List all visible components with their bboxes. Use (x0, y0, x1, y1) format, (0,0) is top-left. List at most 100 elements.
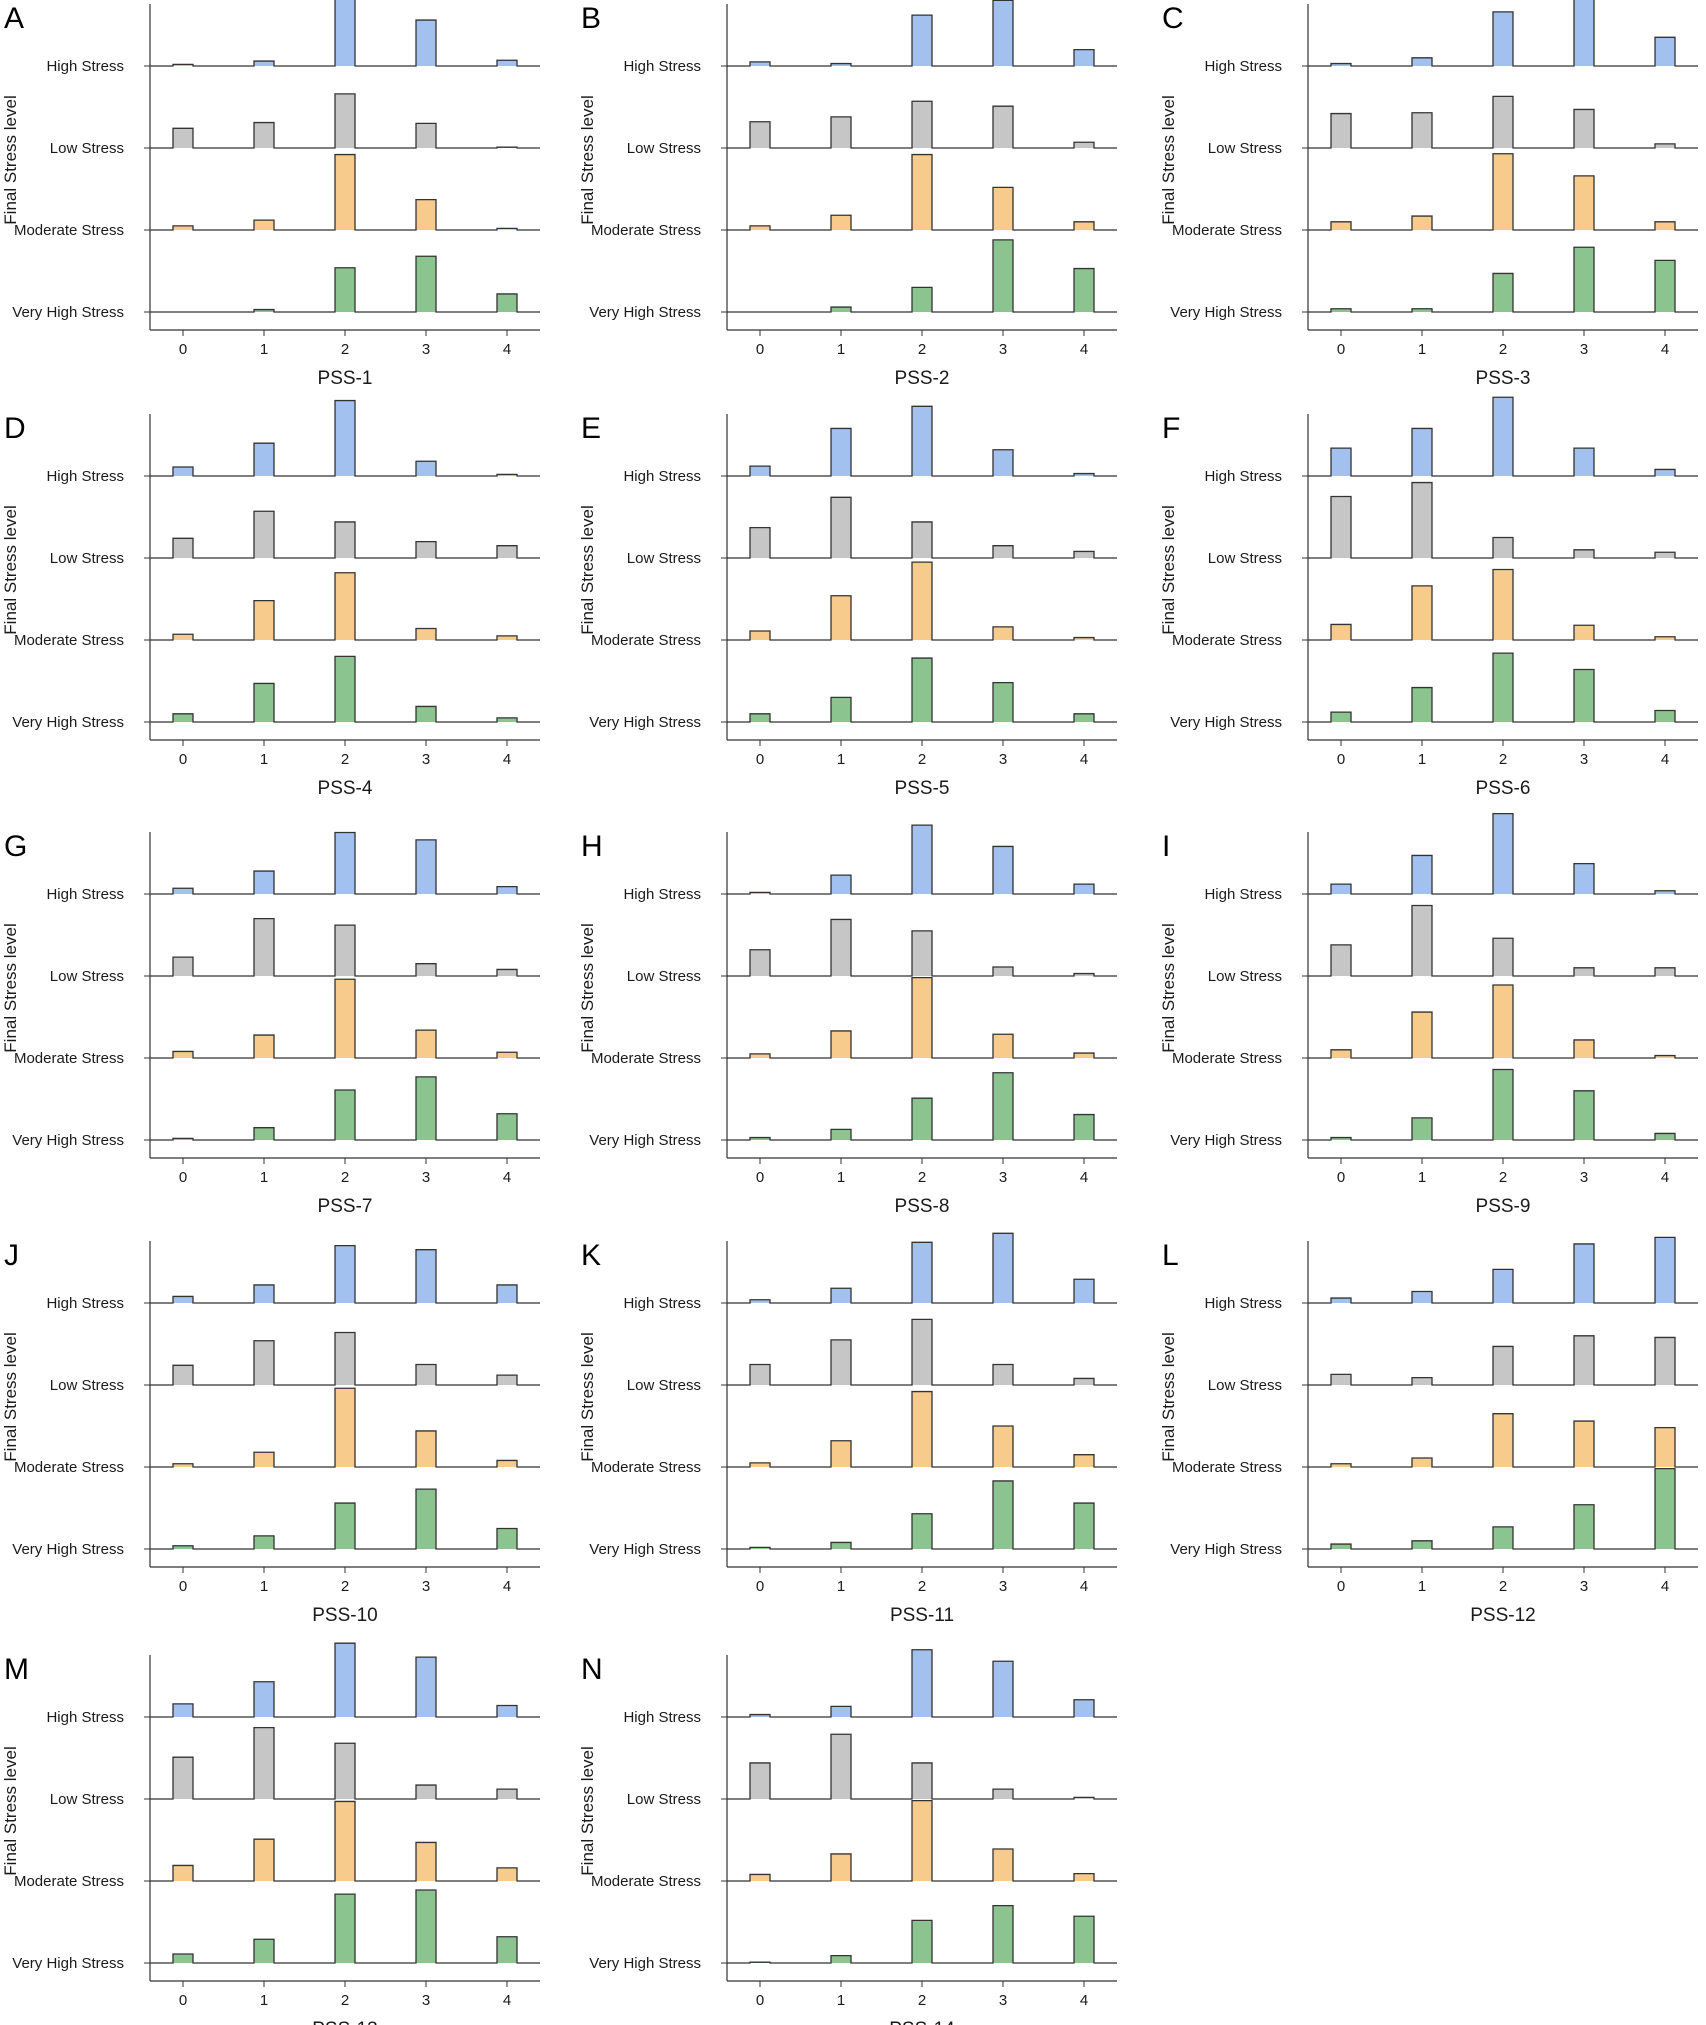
panel-M: M Final Stress level High Stress Low Stress… (1, 1642, 540, 2025)
panel-letter: G (4, 830, 27, 863)
x-tick-label: 2 (341, 1169, 349, 1186)
row-label: Low Stress (1208, 550, 1282, 567)
bar-moderate-stress-2 (1493, 569, 1513, 640)
bar-high-stress-4 (1655, 469, 1675, 476)
bar-low-stress-0 (750, 1762, 770, 1799)
bar-low-stress-3 (416, 541, 436, 558)
ridge-outline (150, 1642, 540, 1718)
x-tick-label: 3 (1580, 1578, 1588, 1595)
bar-low-stress-1 (831, 1734, 851, 1799)
x-axis-title: PSS-12 (1470, 1605, 1535, 1626)
bar-low-stress-2 (1493, 537, 1513, 558)
bar-low-stress-3 (416, 963, 436, 976)
bar-high-stress-1 (1412, 428, 1432, 476)
bar-very-high-stress-4 (1074, 1916, 1094, 1963)
bar-very-high-stress-3 (993, 1072, 1013, 1140)
ridge-outline (727, 824, 1117, 895)
bar-moderate-stress-2 (912, 1800, 932, 1881)
panel-letter: E (581, 412, 601, 445)
x-tick-label: 1 (260, 341, 268, 358)
bar-high-stress-3 (993, 1233, 1013, 1303)
x-tick-label: 1 (1418, 1169, 1426, 1186)
bar-very-high-stress-0 (173, 713, 193, 722)
ridge-outline (150, 1244, 540, 1304)
x-tick-label: 3 (1580, 751, 1588, 768)
bar-high-stress-3 (993, 0, 1013, 66)
x-axis-title: PSS-4 (318, 778, 373, 799)
bar-low-stress-3 (1574, 1335, 1594, 1385)
ridge-outline (150, 1889, 540, 1964)
row-label: Very High Stress (1170, 1132, 1282, 1149)
bar-moderate-stress-1 (254, 1839, 274, 1881)
panel-J: J Final Stress level High Stress Low Stress… (1, 1239, 540, 1626)
ridge-outline (727, 1904, 1117, 1964)
x-tick-label: 3 (1580, 1169, 1588, 1186)
bar-low-stress-1 (1412, 482, 1432, 558)
row-label: Very High Stress (12, 1132, 124, 1149)
x-tick-label: 3 (999, 1169, 1007, 1186)
bar-moderate-stress-0 (173, 1865, 193, 1881)
bar-moderate-stress-3 (1574, 1421, 1594, 1467)
ridge-outline (727, 561, 1117, 641)
bar-high-stress-2 (1493, 1269, 1513, 1303)
bar-high-stress-4 (1074, 1699, 1094, 1717)
panel-letter: N (581, 1653, 603, 1686)
panel-letter: C (1162, 2, 1184, 35)
bar-high-stress-1 (254, 61, 274, 66)
bar-high-stress-0 (750, 1299, 770, 1303)
bar-high-stress-0 (750, 892, 770, 894)
y-axis-title: Final Stress level (1, 923, 20, 1052)
panel-I: I Final Stress level High Stress Low Stress… (1159, 812, 1698, 1217)
bar-high-stress-0 (1331, 448, 1351, 476)
bar-very-high-stress-2 (335, 656, 355, 722)
bar-moderate-stress-4 (497, 1867, 517, 1881)
bar-very-high-stress-4 (497, 293, 517, 312)
bar-very-high-stress-3 (993, 1905, 1013, 1963)
bar-low-stress-3 (993, 1364, 1013, 1385)
ridge-outline (150, 0, 540, 67)
bar-moderate-stress-0 (173, 1051, 193, 1058)
x-tick-label: 4 (503, 751, 511, 768)
panel-N: N Final Stress level High Stress Low Stress… (578, 1649, 1117, 2025)
bar-very-high-stress-2 (1493, 653, 1513, 722)
x-tick-label: 1 (260, 1992, 268, 2009)
bar-moderate-stress-1 (254, 220, 274, 230)
bar-very-high-stress-0 (173, 1545, 193, 1549)
bar-high-stress-1 (254, 1681, 274, 1717)
bar-high-stress-1 (1412, 855, 1432, 894)
row-label: Very High Stress (589, 304, 701, 321)
panel-letter: M (4, 1653, 29, 1686)
row-label: Low Stress (627, 550, 701, 567)
row-label: High Stress (1204, 1295, 1282, 1312)
x-tick-label: 1 (260, 1169, 268, 1186)
panel-L: L Final Stress level High Stress Low Stress… (1159, 1236, 1698, 1626)
x-tick-label: 4 (1080, 1578, 1088, 1595)
bar-low-stress-1 (831, 1339, 851, 1385)
x-tick-label: 2 (1499, 1169, 1507, 1186)
bar-very-high-stress-1 (254, 309, 274, 312)
bar-very-high-stress-1 (831, 697, 851, 722)
bar-high-stress-4 (497, 1705, 517, 1717)
x-tick-label: 0 (179, 1992, 187, 2009)
bar-low-stress-2 (335, 93, 355, 148)
bar-very-high-stress-1 (1412, 1540, 1432, 1549)
ridge-outline (150, 1488, 540, 1550)
bar-very-high-stress-1 (831, 1129, 851, 1140)
x-tick-label: 1 (1418, 341, 1426, 358)
row-label: Low Stress (50, 1377, 124, 1394)
x-tick-label: 2 (1499, 341, 1507, 358)
bar-moderate-stress-0 (1331, 1463, 1351, 1467)
x-tick-label: 4 (1661, 751, 1669, 768)
bar-very-high-stress-4 (1655, 710, 1675, 722)
bar-very-high-stress-1 (254, 1535, 274, 1549)
x-tick-label: 0 (179, 751, 187, 768)
row-label: Very High Stress (589, 714, 701, 731)
panel-letter: K (581, 1239, 601, 1272)
bar-very-high-stress-3 (1574, 1090, 1594, 1140)
bar-low-stress-2 (335, 1743, 355, 1799)
row-label: Moderate Stress (1172, 1050, 1282, 1067)
bar-moderate-stress-2 (912, 562, 932, 640)
bar-moderate-stress-3 (993, 1426, 1013, 1467)
bar-moderate-stress-3 (993, 1034, 1013, 1058)
